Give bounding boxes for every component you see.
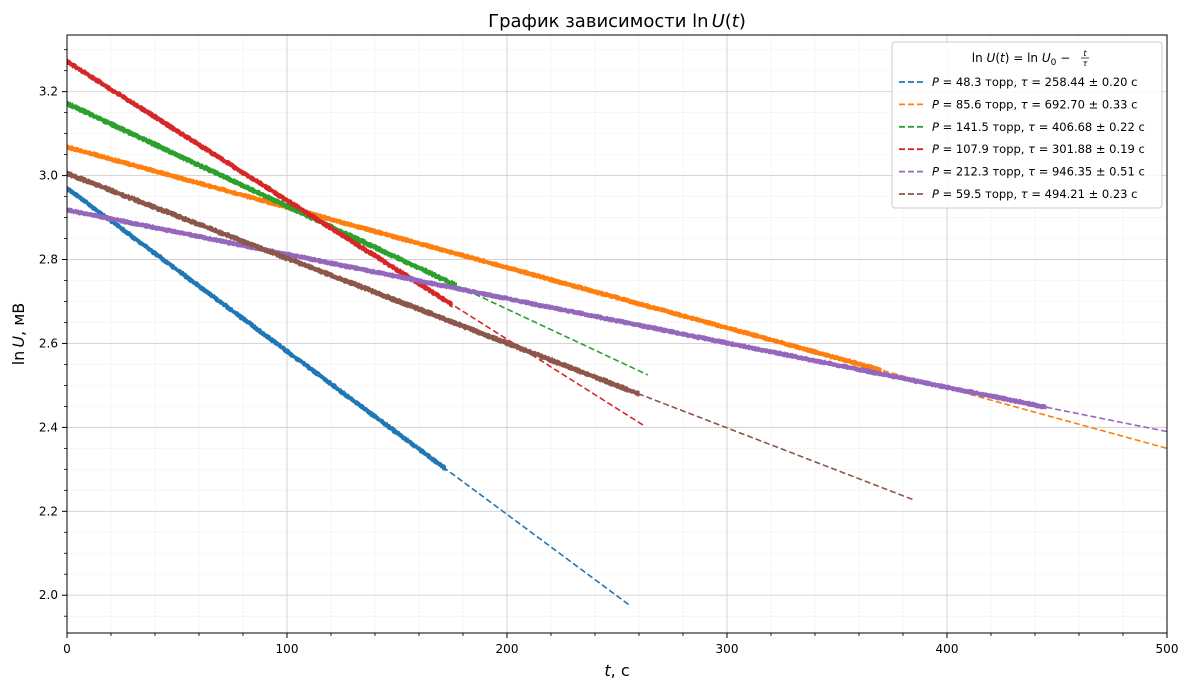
legend-entry: P = 85.6 торр, τ = 692.70 ± 0.33 с [932, 97, 1137, 111]
legend-entry: P = 141.5 торр, τ = 406.68 ± 0.22 с [932, 120, 1145, 134]
x-tick-label: 500 [1156, 642, 1179, 656]
x-axis: 0 100 200 300 400 500 [63, 633, 1178, 656]
x-tick-label: 400 [936, 642, 959, 656]
x-tick-label: 300 [716, 642, 739, 656]
series-layer [67, 57, 1167, 607]
legend-entry: P = 107.9 торр, τ = 301.88 ± 0.19 с [932, 142, 1145, 156]
y-tick-label: 2.8 [39, 253, 58, 267]
data-points [67, 144, 882, 373]
y-axis: 2.0 2.2 2.4 2.6 2.8 3.0 3.2 [39, 49, 67, 617]
y-tick-label: 2.2 [39, 504, 58, 518]
y-tick-label: 2.4 [39, 420, 58, 434]
major-grid [66, 35, 1168, 633]
data-points [67, 57, 453, 308]
legend-entry: P = 48.3 торр, τ = 258.44 ± 0.20 с [932, 75, 1137, 89]
y-tick-label: 3.2 [39, 85, 58, 99]
legend-title: ln U(t) = ln U0 − [972, 51, 1071, 68]
series-3 [67, 57, 644, 426]
data-points [67, 185, 446, 472]
x-tick-label: 0 [63, 642, 71, 656]
data-points [67, 206, 1047, 410]
x-tick-label: 100 [276, 642, 299, 656]
y-tick-label: 3.0 [39, 169, 58, 183]
y-tick-label: 2.0 [39, 588, 58, 602]
series-5 [67, 170, 915, 501]
series-2 [67, 100, 649, 376]
plot-frame [66, 34, 1168, 634]
series-4 [67, 206, 1167, 433]
legend-title-frac-num: t [1083, 49, 1087, 58]
data-points [67, 170, 640, 397]
series-0 [67, 185, 631, 607]
legend-box [891, 41, 1163, 209]
legend: ln U(t) = ln U0 − tτ P = 48.3 торр, τ = 2… [891, 41, 1163, 209]
y-tick-label: 2.6 [39, 336, 58, 350]
legend-entry: P = 59.5 торр, τ = 494.21 ± 0.23 с [932, 187, 1137, 201]
y-axis-label: lnU, мВ [9, 303, 28, 366]
legend-title-frac-den: τ [1083, 59, 1088, 68]
x-axis-label: t, с [604, 661, 629, 680]
chart-title: График зависимости ln U(t) [488, 11, 746, 32]
legend-entry: P = 212.3 торр, τ = 946.35 ± 0.51 с [932, 165, 1145, 179]
x-tick-label: 200 [496, 642, 519, 656]
